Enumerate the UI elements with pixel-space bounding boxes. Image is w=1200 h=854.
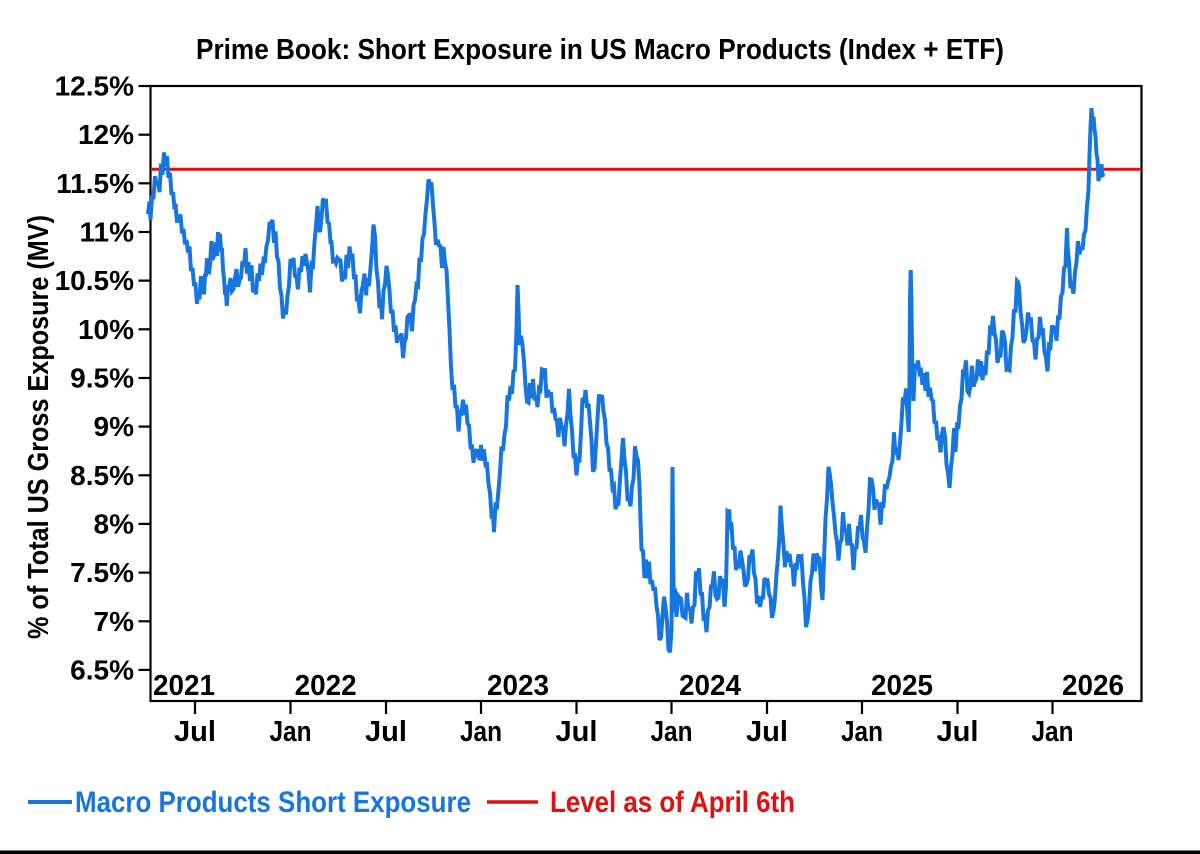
- svg-text:Prime Book: Short Exposure in: Prime Book: Short Exposure in US Macro P…: [196, 34, 1004, 66]
- svg-text:Jan: Jan: [651, 716, 693, 748]
- svg-text:12%: 12%: [78, 119, 134, 150]
- svg-text:2025: 2025: [871, 670, 933, 702]
- svg-text:12.5%: 12.5%: [55, 71, 134, 102]
- svg-text:Jul: Jul: [174, 716, 216, 748]
- svg-text:6.5%: 6.5%: [70, 654, 134, 685]
- svg-text:2024: 2024: [679, 670, 741, 702]
- svg-text:2026: 2026: [1062, 670, 1124, 702]
- svg-text:7%: 7%: [94, 606, 135, 637]
- svg-text:% of Total US Gross Exposure (: % of Total US Gross Exposure (MV): [23, 215, 55, 639]
- svg-text:Jul: Jul: [746, 716, 788, 748]
- svg-text:9%: 9%: [94, 411, 135, 442]
- svg-text:Level as of April 6th: Level as of April 6th: [550, 786, 795, 819]
- svg-text:Macro Products Short Exposure: Macro Products Short Exposure: [75, 786, 471, 819]
- svg-text:10%: 10%: [78, 314, 134, 345]
- svg-text:Jul: Jul: [937, 716, 979, 748]
- svg-text:Jul: Jul: [365, 716, 407, 748]
- svg-text:7.5%: 7.5%: [70, 557, 134, 588]
- svg-text:Jan: Jan: [460, 716, 502, 748]
- svg-text:Jan: Jan: [270, 716, 312, 748]
- svg-text:10.5%: 10.5%: [55, 265, 134, 296]
- svg-text:9.5%: 9.5%: [70, 363, 134, 394]
- svg-text:Jul: Jul: [556, 716, 598, 748]
- svg-text:11%: 11%: [80, 217, 135, 248]
- svg-text:8%: 8%: [94, 508, 135, 539]
- svg-text:2022: 2022: [295, 670, 357, 702]
- svg-text:2023: 2023: [487, 670, 549, 702]
- svg-text:11.5%: 11.5%: [56, 168, 134, 199]
- svg-text:8.5%: 8.5%: [70, 460, 134, 491]
- svg-text:2021: 2021: [153, 670, 215, 702]
- svg-text:Jan: Jan: [1032, 716, 1074, 748]
- svg-text:Jan: Jan: [841, 716, 883, 748]
